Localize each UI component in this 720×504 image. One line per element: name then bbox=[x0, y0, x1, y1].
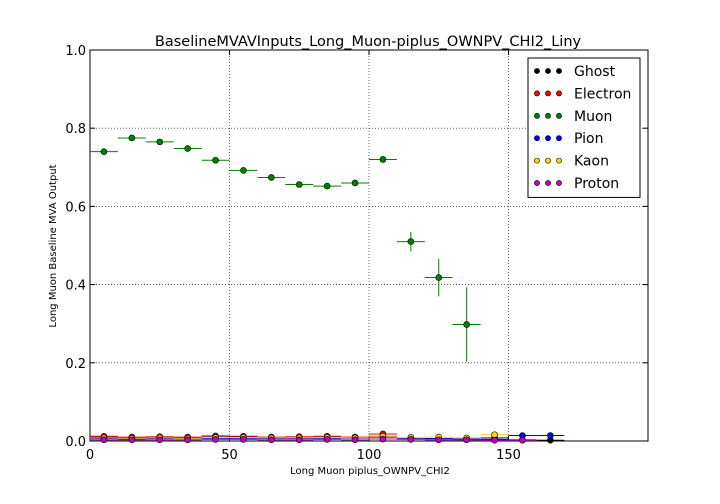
legend-marker bbox=[545, 112, 551, 119]
data-point bbox=[323, 182, 331, 190]
legend-entry-kaon: Kaon bbox=[534, 154, 609, 170]
legend-label: Muon bbox=[574, 109, 612, 125]
chart-title: BaselineMVAVInputs_Long_Muon-piplus_OWNP… bbox=[155, 34, 582, 50]
data-point bbox=[268, 174, 275, 181]
legend-marker bbox=[556, 90, 562, 97]
legend-marker bbox=[545, 135, 551, 142]
series-proton bbox=[90, 435, 537, 444]
legend-marker bbox=[534, 180, 540, 186]
x-tick-label: 50 bbox=[221, 448, 238, 463]
data-point bbox=[100, 436, 108, 444]
data-point bbox=[491, 436, 498, 444]
legend-marker bbox=[556, 157, 562, 164]
x-tick-label: 0 bbox=[86, 448, 94, 463]
data-point bbox=[100, 148, 108, 155]
data-point bbox=[212, 156, 219, 164]
data-point bbox=[240, 167, 247, 174]
legend-marker bbox=[545, 180, 551, 186]
data-point bbox=[156, 138, 164, 146]
plot-area: 0 50 100 150 0.0 0.2 0.4 0.6 0.8 1.0 bbox=[65, 44, 649, 463]
legend-marker bbox=[534, 112, 540, 119]
data-point bbox=[128, 436, 136, 444]
y-tick-label: 0.0 bbox=[65, 435, 86, 450]
data-point bbox=[156, 436, 164, 444]
data-point bbox=[379, 435, 387, 443]
legend-marker bbox=[534, 135, 540, 142]
data-point bbox=[463, 436, 470, 444]
legend-label: Ghost bbox=[574, 64, 616, 80]
data-point bbox=[240, 436, 247, 443]
legend-label: Electron bbox=[574, 86, 631, 102]
legend-marker bbox=[556, 135, 562, 142]
legend-label: Pion bbox=[574, 131, 603, 147]
data-point bbox=[184, 145, 191, 152]
legend-entry-proton: Proton bbox=[534, 176, 619, 192]
legend-label: Proton bbox=[574, 176, 619, 192]
data-point bbox=[519, 436, 526, 444]
legend-entry-electron: Electron bbox=[534, 86, 631, 102]
legend-marker bbox=[534, 157, 540, 164]
data-point bbox=[351, 179, 359, 187]
legend-marker bbox=[545, 90, 551, 97]
data-point bbox=[547, 432, 554, 439]
legend-entry-ghost: Ghost bbox=[534, 64, 616, 80]
data-point bbox=[323, 436, 331, 443]
legend-entry-pion: Pion bbox=[534, 131, 603, 147]
data-point bbox=[407, 238, 415, 245]
data-point bbox=[491, 431, 498, 439]
data-point bbox=[295, 181, 303, 188]
y-tick-label: 1.0 bbox=[65, 44, 86, 59]
y-tick-label: 0.8 bbox=[65, 122, 86, 137]
data-point bbox=[435, 274, 443, 281]
x-tick-label: 150 bbox=[496, 448, 521, 463]
x-tick-label: 100 bbox=[357, 448, 382, 463]
data-point bbox=[295, 436, 303, 444]
legend-box bbox=[527, 57, 641, 198]
legend-marker bbox=[556, 68, 562, 74]
data-point bbox=[435, 436, 443, 444]
data-point bbox=[268, 436, 275, 444]
legend-marker bbox=[556, 112, 562, 119]
data-point bbox=[407, 436, 415, 443]
data-point bbox=[128, 134, 136, 142]
legend-marker bbox=[545, 157, 551, 164]
y-axis-label: Long Muon Baseline MVA Output bbox=[48, 164, 59, 327]
y-tick-label: 0.2 bbox=[65, 357, 86, 372]
y-tick-label: 0.6 bbox=[65, 200, 86, 215]
data-point bbox=[463, 321, 470, 328]
data-point bbox=[351, 436, 359, 444]
legend-entry-muon: Muon bbox=[534, 109, 612, 125]
legend: Ghost Electron Muon Pion Kaon Proton bbox=[527, 57, 641, 198]
y-tick-label: 0.4 bbox=[65, 279, 86, 294]
legend-marker bbox=[534, 90, 540, 97]
legend-label: Kaon bbox=[574, 154, 609, 170]
data-point bbox=[379, 156, 387, 163]
legend-marker bbox=[545, 68, 551, 74]
data-point bbox=[212, 436, 219, 443]
data-point bbox=[184, 436, 191, 444]
series-muon bbox=[90, 134, 481, 362]
x-axis-label: Long Muon piplus_OWNPV_CHI2 bbox=[290, 466, 450, 477]
legend-marker bbox=[556, 180, 562, 186]
legend-marker bbox=[534, 68, 540, 74]
